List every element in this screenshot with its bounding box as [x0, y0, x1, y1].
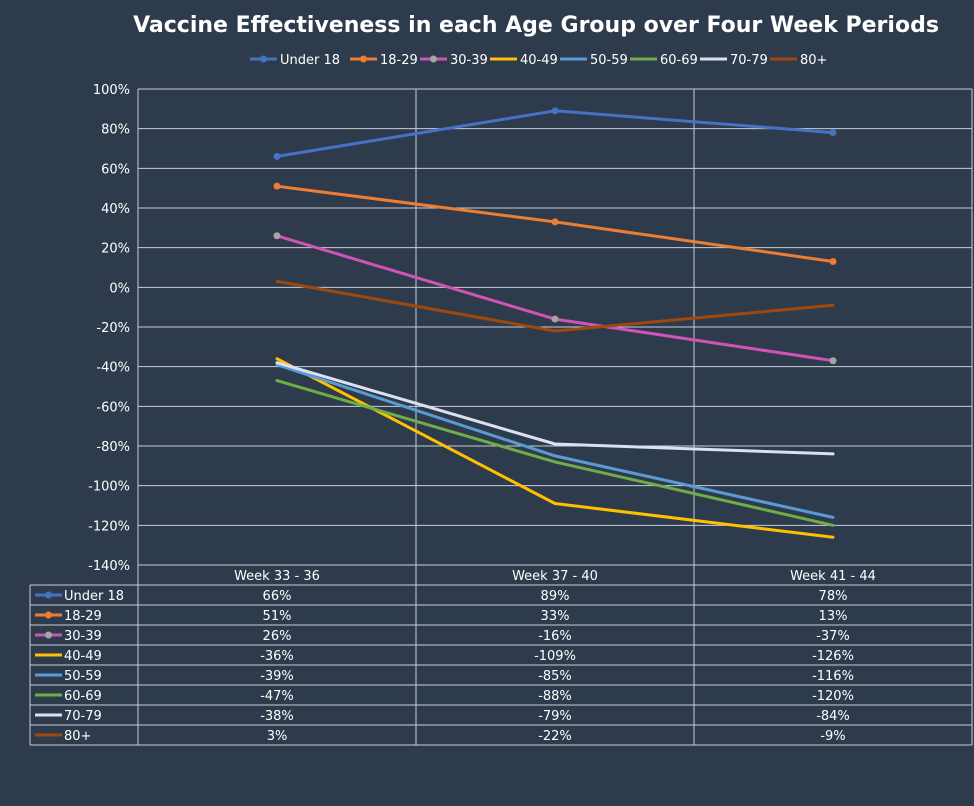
legend-item: 80+ [770, 53, 827, 68]
table-series-name: 40-49 [64, 649, 102, 664]
legend-label: 80+ [800, 53, 827, 68]
table-series-name: 50-59 [64, 669, 102, 684]
legend-marker [260, 55, 267, 63]
y-tick-label: -80% [96, 440, 130, 455]
data-label: -16% [538, 629, 572, 644]
legend-marker [360, 55, 367, 63]
legend-item: 30-39 [420, 53, 488, 68]
legend-label: Under 18 [280, 53, 340, 68]
data-label: -79% [538, 709, 572, 724]
series-lines [273, 107, 837, 539]
legend-marker [430, 55, 437, 63]
y-tick-label: -140% [88, 559, 130, 574]
data-label: 3% [267, 729, 288, 744]
legend-item: 40-49 [490, 53, 558, 68]
legend-item: 50-59 [560, 53, 628, 68]
legend-item: 18-29 [350, 53, 418, 68]
data-point [829, 129, 837, 137]
data-label: -116% [812, 669, 854, 684]
data-point [551, 315, 559, 323]
y-tick-label: 0% [109, 281, 130, 296]
table-legend-marker [45, 591, 52, 599]
data-label: 78% [819, 589, 848, 604]
data-label: 66% [263, 589, 292, 604]
y-tick-label: -120% [88, 519, 130, 534]
data-point [829, 258, 837, 266]
data-label: -47% [260, 689, 294, 704]
data-label: 26% [263, 629, 292, 644]
data-point [273, 152, 281, 160]
table-legend-marker [45, 631, 52, 639]
y-axis: -140% -120% -100% -80% -60% -40% -20% 0% 20% 40% 6… [88, 83, 130, 574]
legend-item: 60-69 [630, 53, 698, 68]
data-label: -88% [538, 689, 572, 704]
data-label: 51% [263, 609, 292, 624]
data-label: -85% [538, 669, 572, 684]
x-tick-label: Week 33 - 36 [234, 569, 320, 584]
data-point [829, 357, 837, 365]
legend-label: 18-29 [380, 53, 418, 68]
table-series-name: 30-39 [64, 629, 102, 644]
table-series-name: Under 18 [64, 589, 124, 604]
y-tick-label: 40% [101, 202, 130, 217]
y-tick-label: -20% [96, 321, 130, 336]
data-label: -36% [260, 649, 294, 664]
y-tick-label: -40% [96, 361, 130, 376]
table-legend-marker [45, 611, 52, 619]
series-line [275, 379, 835, 527]
data-label: -9% [820, 729, 845, 744]
data-point [273, 232, 281, 240]
y-tick-label: -60% [96, 400, 130, 415]
legend-label: 50-59 [590, 53, 628, 68]
legend-label: 40-49 [520, 53, 558, 68]
legend-item: Under 18 [250, 53, 340, 68]
y-tick-label: 60% [101, 162, 130, 177]
x-tick-label: Week 37 - 40 [512, 569, 598, 584]
grid [137, 88, 973, 745]
data-point [551, 107, 559, 115]
data-label: -120% [812, 689, 854, 704]
data-label: 13% [819, 609, 848, 624]
legend-item: 70-79 [700, 53, 768, 68]
table-series-name: 80+ [64, 729, 91, 744]
table-series-name: 18-29 [64, 609, 102, 624]
y-tick-label: 100% [93, 83, 130, 98]
legend-label: 70-79 [730, 53, 768, 68]
legend-label: 60-69 [660, 53, 698, 68]
data-label: -39% [260, 669, 294, 684]
y-tick-label: -100% [88, 480, 130, 495]
data-label: -109% [534, 649, 576, 664]
x-tick-label: Week 41 - 44 [790, 569, 876, 584]
data-label: -126% [812, 649, 854, 664]
series-line [275, 234, 835, 363]
series-line [275, 109, 835, 158]
y-tick-label: 20% [101, 242, 130, 257]
y-tick-label: 80% [101, 123, 130, 138]
data-label: -22% [538, 729, 572, 744]
chart-title: Vaccine Effectiveness in each Age Group … [133, 13, 939, 38]
data-label: 33% [541, 609, 570, 624]
series-line [275, 279, 835, 333]
table-series-name: 70-79 [64, 709, 102, 724]
data-label: -37% [816, 629, 850, 644]
legend: Under 18 18-29 30-39 40-49 50-59 60-69 70-79 80… [250, 53, 827, 68]
series-line [275, 361, 835, 456]
table-series-name: 60-69 [64, 689, 102, 704]
data-table: Week 33 - 36 Week 37 - 40 Week 41 - 44 Unde… [29, 564, 972, 746]
data-label: -84% [816, 709, 850, 724]
data-label: 89% [541, 589, 570, 604]
series-line [275, 363, 835, 519]
legend-label: 30-39 [450, 53, 488, 68]
series-line [275, 357, 835, 539]
data-label: -38% [260, 709, 294, 724]
data-point [551, 218, 559, 226]
data-point [273, 182, 281, 190]
